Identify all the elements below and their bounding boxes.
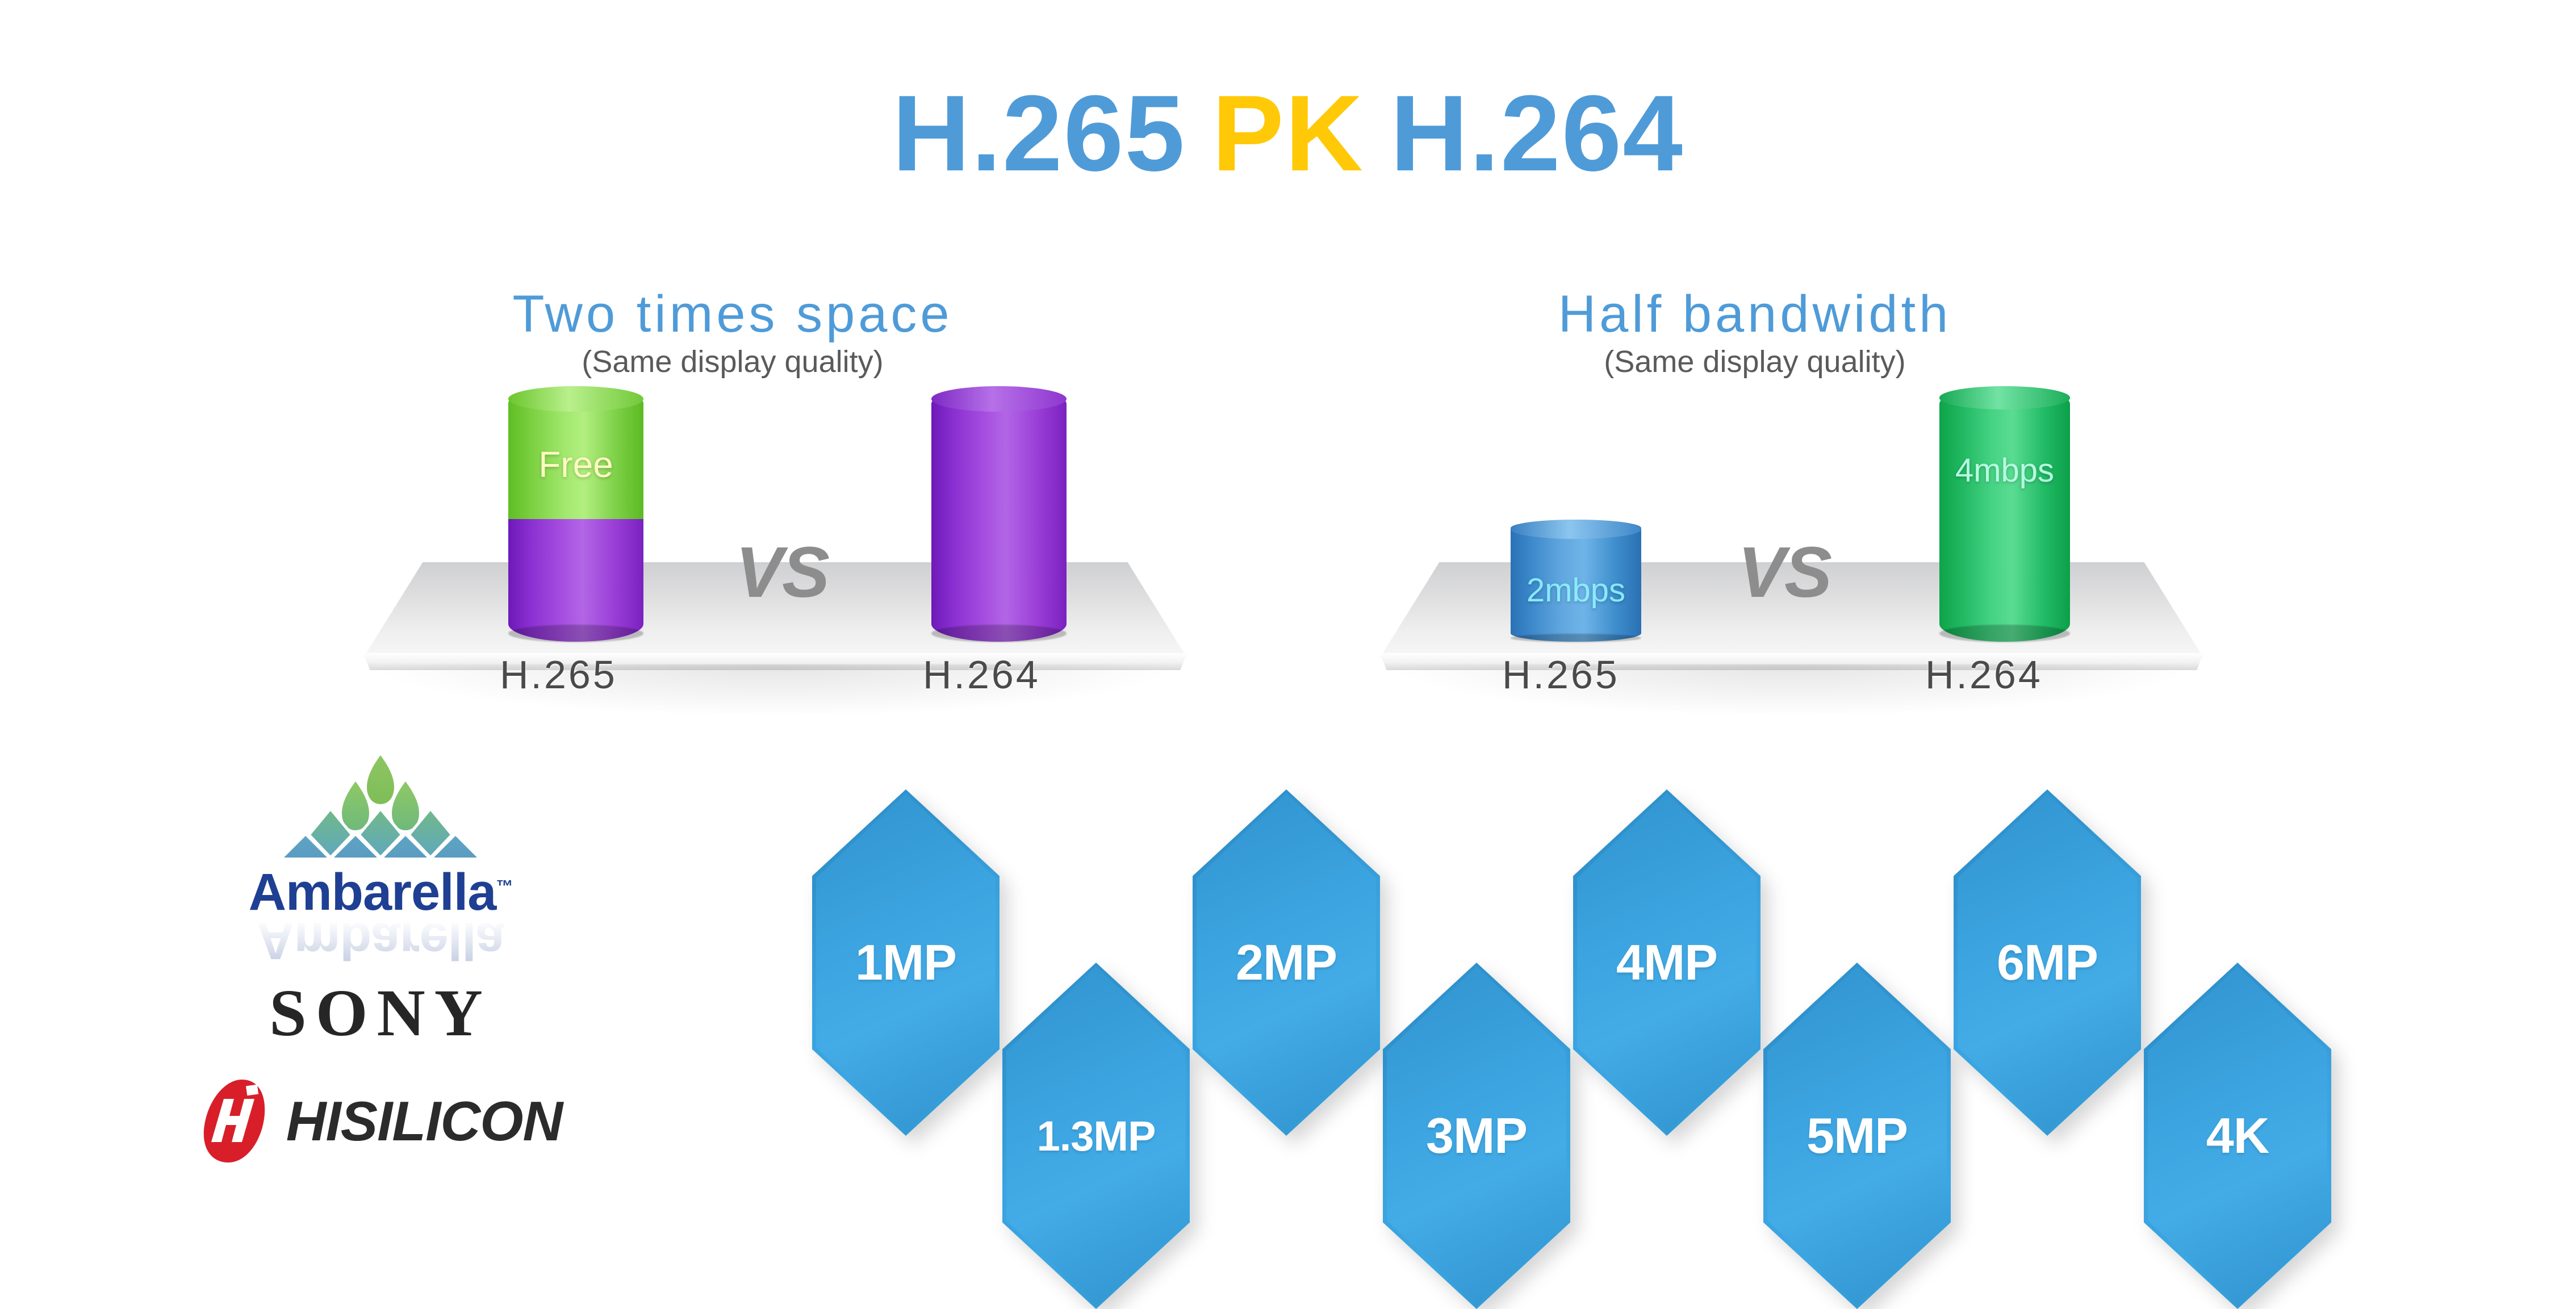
hexagon-1mp-label: 1MP <box>855 934 957 990</box>
axis-label-h264-bandwidth: H.264 <box>1925 653 2043 697</box>
hexagon-5mp[interactable]: 5MP <box>1763 963 1951 1309</box>
page-title: H.265 PK H.264 <box>0 80 2576 187</box>
hexagon-4k[interactable]: 4K <box>2144 963 2331 1309</box>
logo-hisilicon: HISILICON <box>0 1078 761 1164</box>
logo-ambarella: Ambarella™ Ambarella <box>0 750 761 970</box>
vs-label-bandwidth: VS <box>1738 532 1832 612</box>
hexagon-4mp-label: 4MP <box>1616 934 1718 990</box>
panel-heading-space-subtitle: (Same display quality) <box>582 344 884 379</box>
hexagon-6mp[interactable]: 6MP <box>1954 789 2141 1136</box>
panel-heading-bandwidth: Half bandwidth (Same display quality) <box>1357 287 2152 379</box>
logo-sony: SONY <box>0 980 761 1047</box>
trademark-symbol: ™ <box>496 877 513 896</box>
hexagon-5mp-label: 5MP <box>1806 1107 1908 1164</box>
title-h264: H.264 <box>1390 73 1684 194</box>
hexagon-2mp-label: 2MP <box>1236 934 1337 990</box>
axis-label-h265-space: H.265 <box>500 653 617 697</box>
hisilicon-mark-icon <box>199 1078 271 1164</box>
vs-label-space: VS <box>735 532 830 612</box>
bar-reflection-h264-space <box>931 574 1067 641</box>
hexagon-4mp[interactable]: 4MP <box>1573 789 1760 1136</box>
hexagon-1-3mp[interactable]: 1.3MP <box>1002 963 1190 1309</box>
partner-logos: Ambarella™ Ambarella SONY HISILICON <box>0 750 761 1164</box>
bar-h265-space: Free <box>508 386 643 642</box>
ambarella-pyramid-icon <box>273 750 488 860</box>
bar-reflection-h265-space <box>508 574 643 641</box>
resolution-hexagon-row: 1MP 1.3MP 2MP 3MP 4MP 5MP 6MP 4K <box>812 789 2493 1309</box>
hexagon-4k-label: 4K <box>2206 1107 2270 1164</box>
chart-half-bandwidth: 2mbps 4mbps VS H.265 H.264 <box>1380 386 2243 716</box>
ambarella-wordmark: Ambarella™ <box>249 866 513 918</box>
hexagon-1-3mp-label: 1.3MP <box>1036 1112 1156 1160</box>
ambarella-wordmark-reflection: Ambarella <box>257 912 504 970</box>
bar-reflection-h264-bandwidth <box>1939 574 2070 641</box>
ambarella-name: Ambarella <box>248 863 497 921</box>
panel-heading-bandwidth-subtitle: (Same display quality) <box>1604 344 1906 379</box>
hexagon-3mp[interactable]: 3MP <box>1383 963 1570 1309</box>
panel-heading-space-title: Two times space <box>512 285 953 343</box>
title-pk: PK <box>1212 73 1364 194</box>
panel-heading-space: Two times space (Same display quality) <box>335 287 1130 379</box>
bar-reflection-h265-bandwidth <box>1511 574 1641 641</box>
axis-label-h265-bandwidth: H.265 <box>1502 653 1620 697</box>
bar-h264-bandwidth: 4mbps <box>1939 386 2070 642</box>
hexagon-2mp[interactable]: 2MP <box>1193 789 1380 1136</box>
title-h265: H.265 <box>892 73 1186 194</box>
axis-label-h264-space: H.264 <box>923 653 1040 697</box>
panel-heading-bandwidth-title: Half bandwidth <box>1558 285 1952 343</box>
bar-h264-space <box>931 386 1067 642</box>
sony-wordmark: SONY <box>269 976 492 1050</box>
hisilicon-wordmark: HISILICON <box>286 1090 563 1152</box>
chart-two-times-space: Free VS H.265 H.264 <box>363 386 1227 716</box>
hexagon-1mp[interactable]: 1MP <box>812 789 1000 1136</box>
hexagon-3mp-label: 3MP <box>1426 1107 1528 1164</box>
hexagon-6mp-label: 6MP <box>1997 934 2098 990</box>
